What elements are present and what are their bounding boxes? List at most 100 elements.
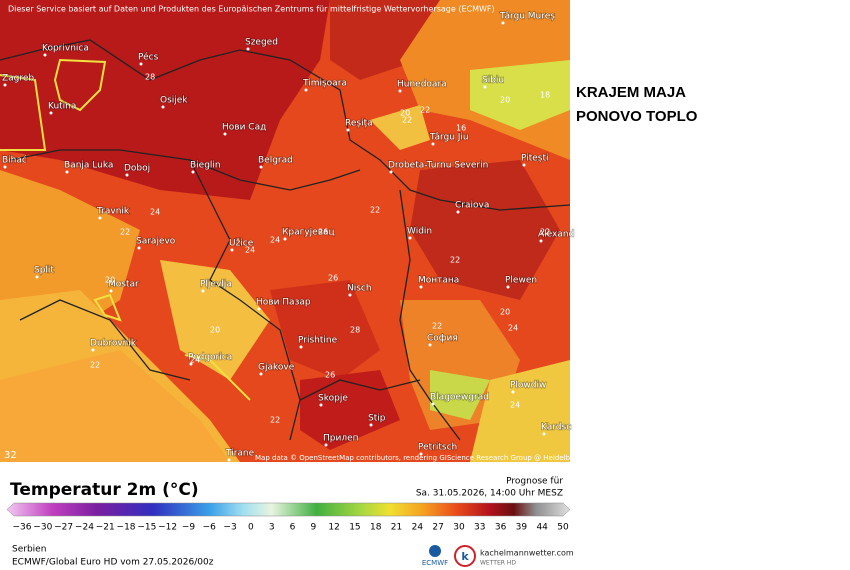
city-label: Kardsc	[541, 423, 571, 433]
city-dot	[511, 390, 515, 394]
city-dot	[98, 216, 102, 220]
isotherm-label: 22	[540, 228, 550, 237]
isotherm-label: 20	[105, 276, 115, 285]
ecmwf-logo	[429, 545, 441, 557]
model-run: ECMWF/Global Euro HD vom 27.05.2026/00z	[12, 558, 214, 568]
city-label: Split	[34, 266, 54, 276]
city-label: Szeged	[245, 38, 278, 48]
city-label: Belgrad	[258, 156, 293, 166]
city-dot	[109, 289, 113, 293]
scale-label: −12	[158, 523, 177, 533]
city-label: Kutina	[48, 102, 76, 112]
city-label: Крагујевац	[282, 228, 335, 238]
scale-label: 24	[412, 523, 424, 533]
headline: KRAJEM MAJA	[576, 84, 686, 101]
city-dot	[3, 83, 7, 87]
city-dot	[43, 53, 47, 57]
scale-label: −18	[117, 523, 136, 533]
isotherm-label: 22	[420, 106, 430, 115]
city-label: Прилеп	[323, 434, 359, 444]
isotherm-label: 22	[450, 256, 460, 265]
city-label: Plowdiw	[510, 381, 546, 391]
site: kachelmannwetter.com	[480, 549, 574, 558]
scale-label: 6	[290, 523, 296, 533]
scale-label: −36	[13, 523, 32, 533]
city-label: Widin	[407, 227, 432, 237]
region: Serbien	[12, 545, 46, 555]
kachelmann-logo	[454, 545, 476, 567]
city-label: Alexand	[538, 230, 574, 240]
city-dot	[501, 21, 505, 25]
scale-label: 21	[391, 523, 402, 533]
scale-label: 30	[453, 523, 465, 533]
city-label: Zagreb	[2, 74, 34, 84]
scale-label: −27	[54, 523, 73, 533]
scale-label: 15	[349, 523, 360, 533]
isotherm-label: 24	[510, 401, 520, 410]
city-dot	[65, 170, 69, 174]
isotherm-label: 24	[270, 236, 280, 245]
city-dot	[319, 403, 323, 407]
city-dot	[191, 170, 195, 174]
city-label: Pécs	[138, 52, 159, 63]
city-dot	[259, 165, 263, 169]
isotherm-label: 20	[500, 308, 510, 317]
city-dot	[408, 236, 412, 240]
city-label: Gjakove	[258, 363, 295, 373]
scale-label: −15	[137, 523, 156, 533]
city-dot	[304, 88, 308, 92]
scale-label: −6	[203, 523, 217, 533]
city-label: Drobeta-Turnu Severin	[388, 161, 488, 171]
scale-label: 39	[516, 523, 528, 533]
city-dot	[161, 105, 165, 109]
city-label: Bieglin	[190, 161, 221, 171]
city-dot	[389, 170, 393, 174]
scale-label: 27	[432, 523, 443, 533]
city-label: Нови Сад	[222, 123, 266, 133]
city-label: Petritsch	[418, 443, 457, 453]
city-label: Târgu Jiu	[429, 133, 469, 143]
city-label: Osijek	[160, 96, 188, 106]
legend-title: Temperatur 2m (°C)	[10, 480, 199, 500]
site-sub: WETTER HD	[480, 560, 516, 567]
city-dot	[522, 163, 526, 167]
ecmwf-text: ECMWF	[422, 559, 448, 567]
scale-label: 0	[248, 523, 254, 533]
city-dot	[419, 452, 423, 456]
isotherm-20	[0, 58, 251, 401]
credit: Dieser Service basiert auf Daten und Pro…	[8, 5, 495, 14]
city-label: Pitești	[521, 154, 549, 164]
city-dot	[49, 111, 53, 115]
city-label: Banja Luka	[64, 161, 113, 171]
city-dot	[283, 237, 287, 241]
city-dot	[246, 47, 250, 51]
isotherm-label: 22	[370, 206, 380, 215]
city-label: Târgu Mureș	[499, 12, 555, 22]
corner-number: 32	[4, 450, 17, 461]
city-dot	[257, 307, 261, 311]
city-dot	[189, 362, 193, 366]
city-dot	[419, 285, 423, 289]
city-dot	[539, 239, 543, 243]
kachelmann-logo-k: k	[461, 550, 469, 563]
scale-label: 50	[557, 523, 569, 533]
city-label: Plewen	[505, 276, 537, 286]
city-label: Užice	[229, 239, 254, 249]
scale-label: 36	[495, 523, 507, 533]
forecast-label: Prognose für	[506, 477, 563, 487]
isotherm-label: 22	[90, 361, 100, 370]
city-label: Koprivnica	[42, 44, 89, 54]
city-dot	[398, 89, 402, 93]
scale-label: −9	[182, 523, 196, 533]
city-dot	[91, 348, 95, 352]
city-dot	[431, 142, 435, 146]
scale-label: −3	[223, 523, 236, 533]
scale-label: −24	[75, 523, 94, 533]
city-label: Sibiu	[482, 76, 504, 86]
city-label: Doboj	[124, 164, 150, 174]
city-label: Bihać	[2, 155, 27, 166]
isotherm-label: 20	[400, 109, 410, 118]
isotherm-label: 24	[190, 356, 200, 365]
isotherm-label: 16	[456, 124, 466, 133]
